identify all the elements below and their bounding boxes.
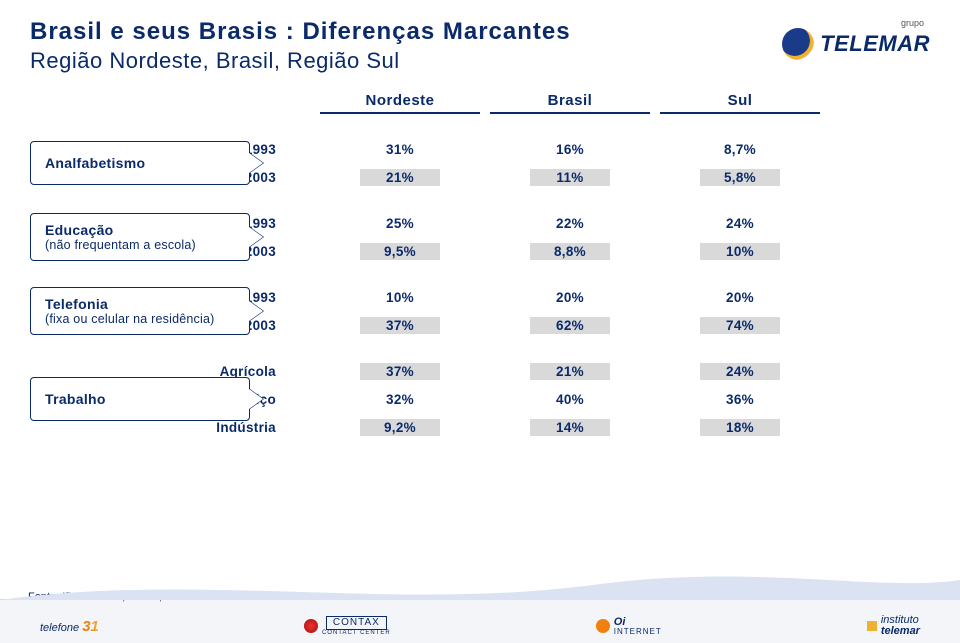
footer-logo-contax: CONTAX CONTACT CENTER [304,616,391,636]
section-label: Educação(não frequentam a escola) [30,213,250,261]
data-value: 32% [386,392,414,407]
data-value: 9,5% [360,243,440,260]
data-value: 10% [386,290,414,305]
logo-grupo-text: grupo [901,18,924,28]
data-value: 8,7% [724,142,756,157]
section-label: Trabalho [30,377,250,421]
col-head-sul: Sul [660,92,820,114]
section-label: Analfabetismo [30,141,250,185]
data-value: 37% [360,317,440,334]
slide-number: 31 [82,618,99,635]
data-value: 31% [386,142,414,157]
data-value: 5,8% [700,169,780,186]
footer-contax-text: CONTAX [326,616,387,630]
section-label-sub: (fixa ou celular na residência) [45,312,235,326]
section-label: Telefonia(fixa ou celular na residência) [30,287,250,335]
telemar-swoosh-icon [782,28,814,60]
slide-title-main: Brasil e seus Brasis : Diferenças Marcan… [30,18,782,46]
data-table: Nordeste Brasil Sul 199331%16%8,7%200321… [0,82,960,438]
section-analfabetismo: 199331%16%8,7%200321%11%5,8%Analfabetism… [30,138,920,188]
section-label-main: Educação [45,222,235,238]
data-value: 8,8% [530,243,610,260]
data-value: 11% [530,169,610,186]
data-value: 62% [530,317,610,334]
data-value: 74% [700,317,780,334]
col-head-brasil: Brasil [490,92,650,114]
section-educação: 199325%22%24%20039,5%8,8%10%Educação(não… [30,212,920,262]
data-value: 20% [726,290,754,305]
data-value: 18% [700,419,780,436]
data-value: 40% [556,392,584,407]
footer-logo-instituto: instituto telemar [867,615,920,637]
column-headers-row: Nordeste Brasil Sul [30,92,920,114]
section-label-sub: (não frequentam a escola) [45,238,235,252]
data-value: 21% [530,363,610,380]
section-telefonia: 199310%20%20%200337%62%74%Telefonia(fixa… [30,286,920,336]
data-value: 21% [360,169,440,186]
data-value: 25% [386,216,414,231]
slide-title-sub: Região Nordeste, Brasil, Região Sul [30,48,782,74]
footer-telefone-text: telefone [40,622,79,634]
data-value: 24% [726,216,754,231]
col-head-nordeste: Nordeste [320,92,480,114]
section-label-main: Telefonia [45,296,235,312]
footer-oi-sub: INTERNET [614,628,662,636]
data-value: 20% [556,290,584,305]
telemar-brand-text: TELEMAR [820,31,930,57]
telemar-logo: grupo TELEMAR [782,18,930,60]
data-value: 24% [700,363,780,380]
data-value: 16% [556,142,584,157]
data-value: 14% [530,419,610,436]
footer-oi-text: Oi [614,617,662,628]
title-block: Brasil e seus Brasis : Diferenças Marcan… [30,18,782,74]
section-label-main: Trabalho [45,391,235,407]
data-value: 10% [700,243,780,260]
slide-footer: Fonte: IBGE – POF, PNAD; TARGET 2003 tel… [0,571,960,643]
data-value: 37% [360,363,440,380]
instituto-square-icon [867,621,877,631]
section-label-main: Analfabetismo [45,155,235,171]
footer-logo-oi: Oi INTERNET [596,617,662,636]
section-trabalho: Agrícola37%21%24%Serviço32%40%36%Indústr… [30,360,920,438]
data-value: 36% [726,392,754,407]
data-value: 9,2% [360,419,440,436]
footer-instituto-bottom: telemar [881,626,920,637]
footer-contax-sub: CONTACT CENTER [322,630,391,636]
row-key: Indústria [30,420,310,435]
footer-logo-telefone: telefone 31 [40,618,99,635]
footer-wave-icon [0,572,960,600]
data-value: 22% [556,216,584,231]
